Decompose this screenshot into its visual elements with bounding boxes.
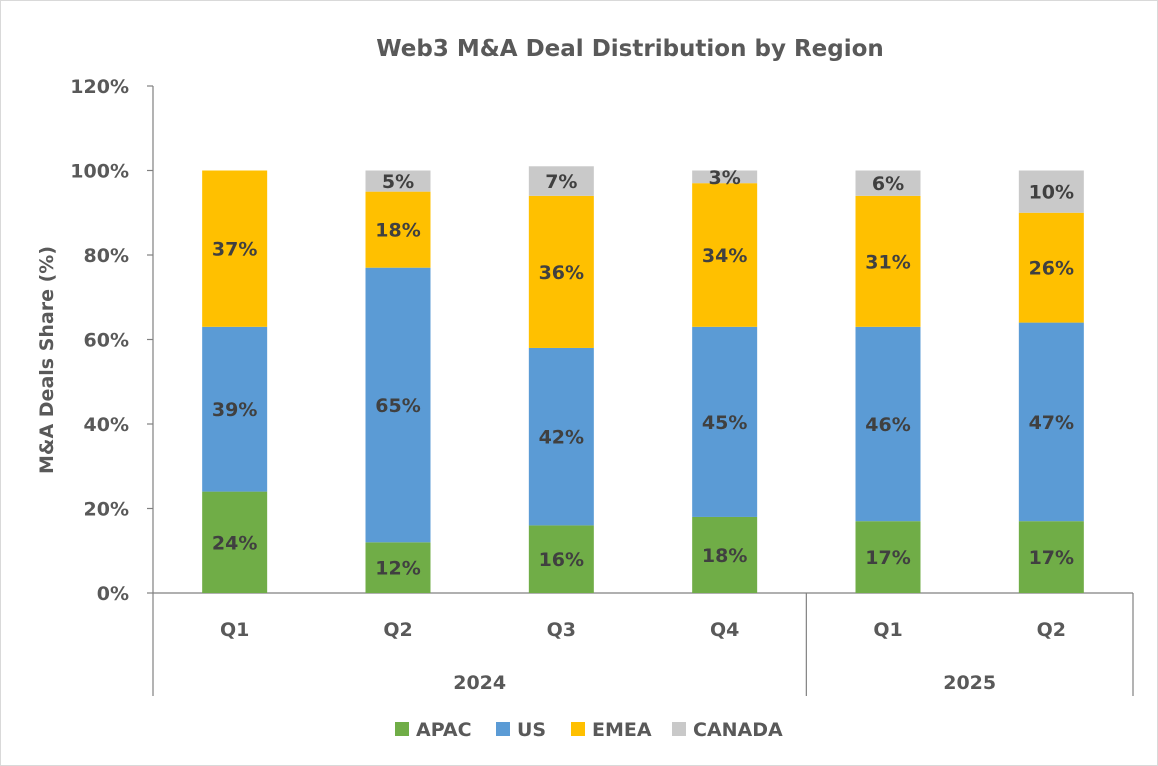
data-label-us: 45% xyxy=(702,412,747,434)
axes: 0% 20% 40% 60% 80% 100% 120% Q1 Q2 Q3 Q4 Q1 Q2 2024 20… xyxy=(70,76,1134,696)
y-tick-label: 40% xyxy=(84,414,129,436)
bar-segment-canada xyxy=(365,170,431,192)
y-tick-label: 60% xyxy=(84,330,129,352)
legend-swatch-us xyxy=(496,722,510,736)
data-label-us: 47% xyxy=(1029,412,1074,434)
data-label-canada: 5% xyxy=(382,171,414,193)
bar-segment-emea xyxy=(855,195,921,327)
data-label-canada: 10% xyxy=(1029,182,1074,204)
bar-segment-apac xyxy=(855,521,921,593)
bar-segment-us xyxy=(1018,322,1084,522)
y-tick-label: 0% xyxy=(97,583,129,605)
bar-segment-emea xyxy=(692,183,758,327)
bar-segment-us xyxy=(365,267,431,543)
legend-label-emea: EMEA xyxy=(592,719,652,741)
legend-swatch-canada xyxy=(672,722,686,736)
bar-segment-apac xyxy=(692,516,758,593)
x-category-label: Q1 xyxy=(220,619,249,641)
bar-segment-canada xyxy=(692,170,758,184)
data-label-emea: 31% xyxy=(865,251,910,273)
bar-segment-canada xyxy=(1018,170,1084,213)
bar-segment-apac xyxy=(365,542,431,593)
bar-segment-emea xyxy=(202,170,268,327)
bar-segment-apac xyxy=(528,525,594,593)
x-group-label: 2024 xyxy=(453,672,506,694)
y-tick-label: 100% xyxy=(70,161,129,183)
bar-segment-us xyxy=(202,326,268,492)
data-label-apac: 17% xyxy=(865,547,910,569)
bar-segment-us xyxy=(692,326,758,517)
y-axis-label: M&A Deals Share (%) xyxy=(36,246,58,474)
y-tick-label: 20% xyxy=(84,499,129,521)
legend-swatch-apac xyxy=(395,722,409,736)
bar-segment-emea xyxy=(528,195,594,348)
bar-segment-us xyxy=(528,347,594,526)
bar-segment-canada xyxy=(855,170,921,196)
data-label-emea: 36% xyxy=(539,262,584,284)
y-tick-label: 80% xyxy=(84,245,129,267)
legend-label-apac: APAC xyxy=(416,719,472,741)
data-label-emea: 37% xyxy=(212,239,257,261)
bar-segment-emea xyxy=(1018,212,1084,323)
y-tick-label: 120% xyxy=(70,76,129,98)
data-label-apac: 12% xyxy=(375,558,420,580)
bars xyxy=(202,166,1084,593)
data-label-us: 42% xyxy=(539,427,584,449)
data-label-apac: 17% xyxy=(1029,547,1074,569)
x-category-label: Q2 xyxy=(1037,619,1066,641)
data-label-emea: 26% xyxy=(1029,258,1074,280)
data-label-canada: 6% xyxy=(872,173,904,195)
data-label-apac: 18% xyxy=(702,545,747,567)
bar-segment-apac xyxy=(202,491,268,593)
data-label-apac: 24% xyxy=(212,532,257,554)
data-label-canada: 7% xyxy=(545,171,577,193)
data-label-apac: 16% xyxy=(539,549,584,571)
data-label-us: 46% xyxy=(865,414,910,436)
data-label-us: 65% xyxy=(375,395,420,417)
x-group-label: 2025 xyxy=(943,672,996,694)
bar-segment-us xyxy=(855,326,921,522)
x-category-label: Q4 xyxy=(710,619,739,641)
x-category-label: Q3 xyxy=(547,619,576,641)
data-label-canada: 3% xyxy=(709,167,741,189)
legend: APAC US EMEA CANADA xyxy=(395,719,783,741)
data-labels: 24% 39% 37% 12% 65% 18% 5% 16% 42% 36% 7% 18% 45% 34%… xyxy=(212,167,1074,580)
bar-segment-emea xyxy=(365,191,431,268)
bar-segment-canada xyxy=(528,166,594,196)
chart-title: Web3 M&A Deal Distribution by Region xyxy=(376,36,884,62)
legend-swatch-emea xyxy=(571,722,585,736)
x-category-label: Q1 xyxy=(873,619,902,641)
bar-segment-apac xyxy=(1018,521,1084,593)
legend-label-canada: CANADA xyxy=(693,719,783,741)
data-label-emea: 18% xyxy=(375,220,420,242)
data-label-emea: 34% xyxy=(702,245,747,267)
x-category-label: Q2 xyxy=(383,619,412,641)
data-label-us: 39% xyxy=(212,399,257,421)
legend-label-us: US xyxy=(517,719,546,741)
